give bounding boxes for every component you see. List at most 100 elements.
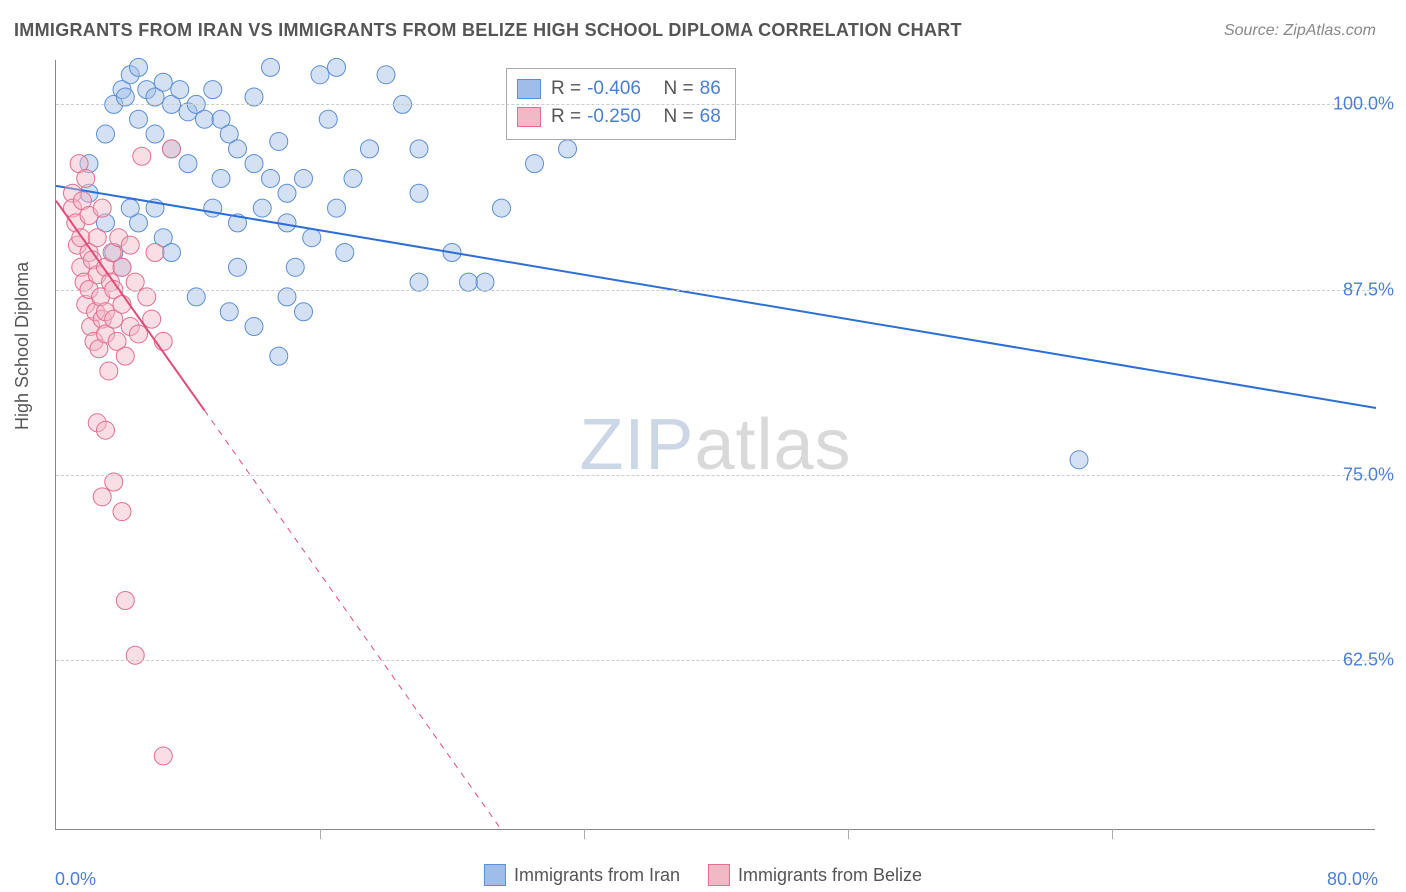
source-credit: Source: ZipAtlas.com (1224, 22, 1376, 40)
legend-item: Immigrants from Iran (484, 864, 680, 886)
data-point (262, 58, 280, 76)
data-point (311, 66, 329, 84)
grid-line (56, 660, 1375, 661)
legend-label: Immigrants from Belize (738, 865, 922, 886)
data-point (377, 66, 395, 84)
data-point (328, 199, 346, 217)
data-point (559, 140, 577, 158)
data-point (105, 473, 123, 491)
x-tick-label: 0.0% (55, 869, 96, 890)
data-point (126, 273, 144, 291)
data-point (220, 303, 238, 321)
legend-swatch (517, 107, 541, 127)
legend-swatch (484, 864, 506, 886)
legend-stats: R =-0.250 N =68 (551, 106, 721, 128)
data-point (344, 169, 362, 187)
data-point (97, 125, 115, 143)
data-point (130, 58, 148, 76)
legend-item: Immigrants from Belize (708, 864, 922, 886)
data-point (1070, 451, 1088, 469)
data-point (336, 244, 354, 262)
x-minor-tick (848, 829, 849, 839)
data-point (460, 273, 478, 291)
data-point (278, 288, 296, 306)
legend-label: Immigrants from Iran (514, 865, 680, 886)
data-point (121, 236, 139, 254)
data-point (146, 125, 164, 143)
data-point (295, 169, 313, 187)
legend-swatch (708, 864, 730, 886)
data-point (126, 646, 144, 664)
data-point (163, 244, 181, 262)
data-point (154, 332, 172, 350)
data-point (196, 110, 214, 128)
data-point (187, 288, 205, 306)
plot-svg (56, 60, 1375, 829)
data-point (493, 199, 511, 217)
data-point (130, 110, 148, 128)
grid-line (56, 290, 1375, 291)
y-tick-label: 75.0% (1343, 464, 1394, 485)
data-point (204, 199, 222, 217)
data-point (113, 503, 131, 521)
data-point (163, 140, 181, 158)
data-point (328, 58, 346, 76)
data-point (121, 199, 139, 217)
data-point (100, 362, 118, 380)
data-point (179, 155, 197, 173)
data-point (410, 140, 428, 158)
data-point (146, 244, 164, 262)
data-point (361, 140, 379, 158)
data-point (93, 488, 111, 506)
data-point (229, 140, 247, 158)
x-tick-label: 80.0% (1327, 869, 1378, 890)
x-minor-tick (584, 829, 585, 839)
data-point (295, 303, 313, 321)
data-point (133, 147, 151, 165)
data-point (270, 132, 288, 150)
data-point (270, 347, 288, 365)
data-point (410, 184, 428, 202)
y-tick-label: 87.5% (1343, 279, 1394, 300)
data-point (319, 110, 337, 128)
data-point (410, 273, 428, 291)
data-point (88, 229, 106, 247)
data-point (229, 258, 247, 276)
data-point (77, 169, 95, 187)
data-point (262, 169, 280, 187)
regression-line (56, 186, 1376, 408)
data-point (286, 258, 304, 276)
data-point (97, 421, 115, 439)
legend-stats: R =-0.406 N =86 (551, 78, 721, 100)
x-minor-tick (320, 829, 321, 839)
data-point (245, 88, 263, 106)
y-tick-label: 100.0% (1333, 94, 1394, 115)
grid-line (56, 475, 1375, 476)
correlation-chart: IMMIGRANTS FROM IRAN VS IMMIGRANTS FROM … (0, 0, 1406, 892)
data-point (253, 199, 271, 217)
data-point (303, 229, 321, 247)
data-point (212, 169, 230, 187)
y-axis-label: High School Diploma (12, 262, 33, 430)
plot-area: ZIPatlas R =-0.406 N =86R =-0.250 N =68 (55, 60, 1375, 830)
chart-title: IMMIGRANTS FROM IRAN VS IMMIGRANTS FROM … (14, 20, 962, 41)
data-point (245, 318, 263, 336)
data-point (245, 155, 263, 173)
y-tick-label: 62.5% (1343, 649, 1394, 670)
data-point (171, 81, 189, 99)
x-minor-tick (1112, 829, 1113, 839)
inset-legend-row: R =-0.250 N =68 (517, 103, 721, 131)
data-point (476, 273, 494, 291)
data-point (93, 199, 111, 217)
bottom-legend: Immigrants from Iran Immigrants from Beli… (484, 864, 922, 886)
data-point (116, 347, 134, 365)
data-point (116, 591, 134, 609)
legend-swatch (517, 79, 541, 99)
data-point (204, 81, 222, 99)
data-point (526, 155, 544, 173)
data-point (154, 747, 172, 765)
inset-legend-row: R =-0.406 N =86 (517, 75, 721, 103)
data-point (113, 258, 131, 276)
regression-line-dashed (205, 410, 502, 830)
data-point (278, 184, 296, 202)
